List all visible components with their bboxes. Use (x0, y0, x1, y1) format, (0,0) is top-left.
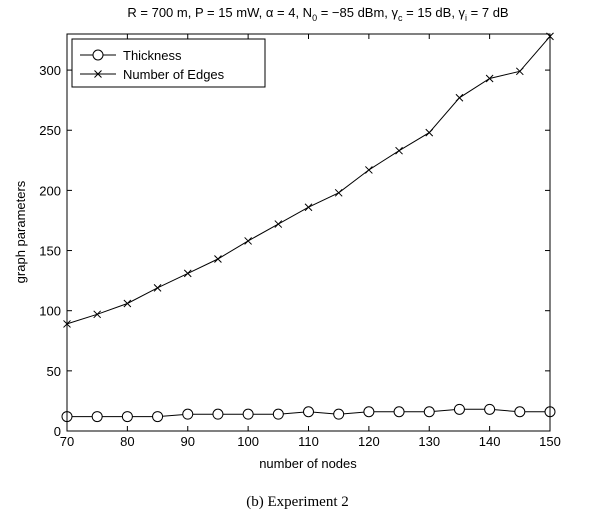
data-point-x (365, 166, 373, 174)
axis-ticks: 70 80 90 100 110 120 130 140 150 0 50 100 150 200 250 3… (39, 34, 561, 449)
plot-frame (66, 33, 551, 432)
data-point-circle (91, 411, 103, 423)
data-point-circle (242, 408, 254, 420)
data-point-circle (514, 406, 526, 418)
x-tick-label: 130 (418, 434, 440, 449)
data-point-circle (484, 403, 496, 415)
data-point-circle (363, 406, 375, 418)
data-point-circle (182, 408, 194, 420)
data-point-circle (333, 408, 345, 420)
x-tick-label: 140 (479, 434, 501, 449)
data-point-circle (393, 406, 405, 418)
y-tick-label: 100 (39, 304, 61, 319)
y-tick-label: 150 (39, 244, 61, 259)
plot-area (67, 34, 550, 431)
x-axis-label: number of nodes (259, 456, 357, 471)
data-point-x (425, 128, 434, 137)
x-tick-label: 120 (358, 434, 380, 449)
y-tick-label: 300 (39, 63, 61, 78)
data-point-circle (272, 408, 284, 420)
data-point-x (244, 237, 252, 245)
legend-label-edges: Number of Edges (123, 67, 225, 82)
data-point-x (153, 283, 162, 292)
data-point-x (183, 269, 192, 278)
data-point-circle (121, 411, 133, 423)
data-point-x (123, 299, 132, 308)
figure-caption: (b) Experiment 2 (246, 494, 349, 510)
legend-marker-x (94, 70, 102, 78)
y-tick-label: 200 (39, 183, 61, 198)
data-point-circle (423, 406, 435, 418)
series-layer (61, 32, 556, 423)
y-tick-label: 0 (54, 424, 61, 439)
legend-box (71, 38, 266, 88)
x-tick-label: 90 (181, 434, 195, 449)
data-point-x (93, 310, 102, 319)
data-point-x (485, 74, 494, 83)
legend-marker-circle (92, 49, 104, 61)
legend-label-thickness: Thickness (123, 48, 182, 63)
data-point-x (274, 220, 283, 228)
data-point-x (455, 93, 464, 102)
x-tick-label: 70 (60, 434, 74, 449)
legend: Thickness Number of Edges (71, 38, 266, 88)
x-tick-label: 80 (120, 434, 134, 449)
data-point-x (515, 67, 524, 76)
data-point-circle (303, 406, 314, 418)
data-point-x (304, 203, 313, 212)
x-tick-label: 150 (539, 434, 561, 449)
y-axis-label: graph parameters (13, 180, 28, 283)
x-tick-label: 100 (237, 434, 259, 449)
data-point-circle (453, 403, 465, 415)
data-point-circle (152, 411, 164, 423)
x-tick-label: 110 (298, 434, 319, 449)
y-tick-label: 250 (39, 123, 61, 138)
y-tick-label: 50 (47, 364, 61, 379)
chart-title: R = 700 m, P = 15 mW, α = 4, N0 = −85 dB… (127, 5, 508, 23)
data-point-circle (212, 408, 224, 420)
data-point-x (334, 188, 343, 197)
data-point-x (395, 146, 403, 155)
data-point-x (214, 255, 222, 263)
